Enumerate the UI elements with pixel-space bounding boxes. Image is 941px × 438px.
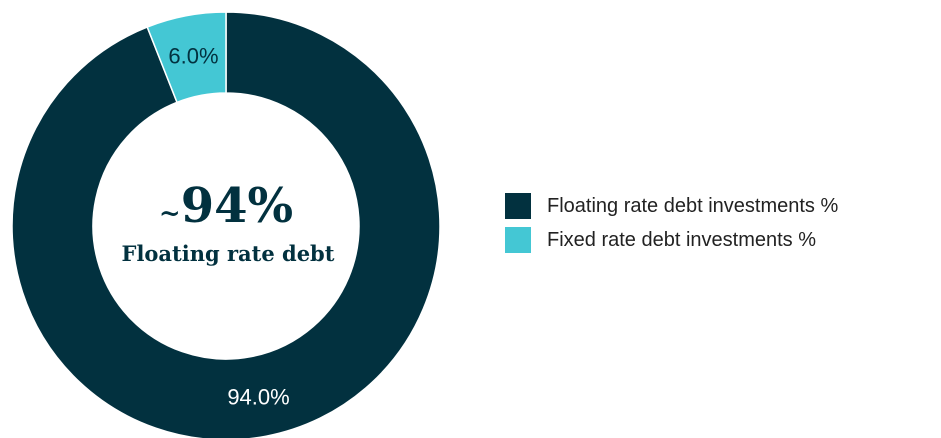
- slice-label-0: 94.0%: [227, 384, 289, 409]
- slice-label-1: 6.0%: [168, 44, 218, 69]
- center-value: ~94%: [159, 178, 293, 234]
- center-percent: 94%: [181, 178, 293, 234]
- donut-chart: 94.0% 6.0% ~94% Floating rate debt: [11, 11, 441, 438]
- legend-swatch-fixed: [505, 227, 531, 253]
- legend-label-fixed: Fixed rate debt investments %: [547, 228, 817, 251]
- donut-slice-0: [11, 11, 441, 438]
- chart-legend: Floating rate debt investments % Fixed r…: [505, 193, 838, 261]
- donut-slice-1: [146, 11, 227, 104]
- legend-item-floating: Floating rate debt investments %: [505, 193, 838, 219]
- legend-item-fixed: Fixed rate debt investments %: [505, 227, 838, 253]
- legend-label-floating: Floating rate debt investments %: [547, 194, 839, 217]
- legend-swatch-floating: [505, 193, 531, 219]
- center-tilde: ~: [159, 199, 181, 229]
- center-subtitle: Floating rate debt: [122, 241, 335, 266]
